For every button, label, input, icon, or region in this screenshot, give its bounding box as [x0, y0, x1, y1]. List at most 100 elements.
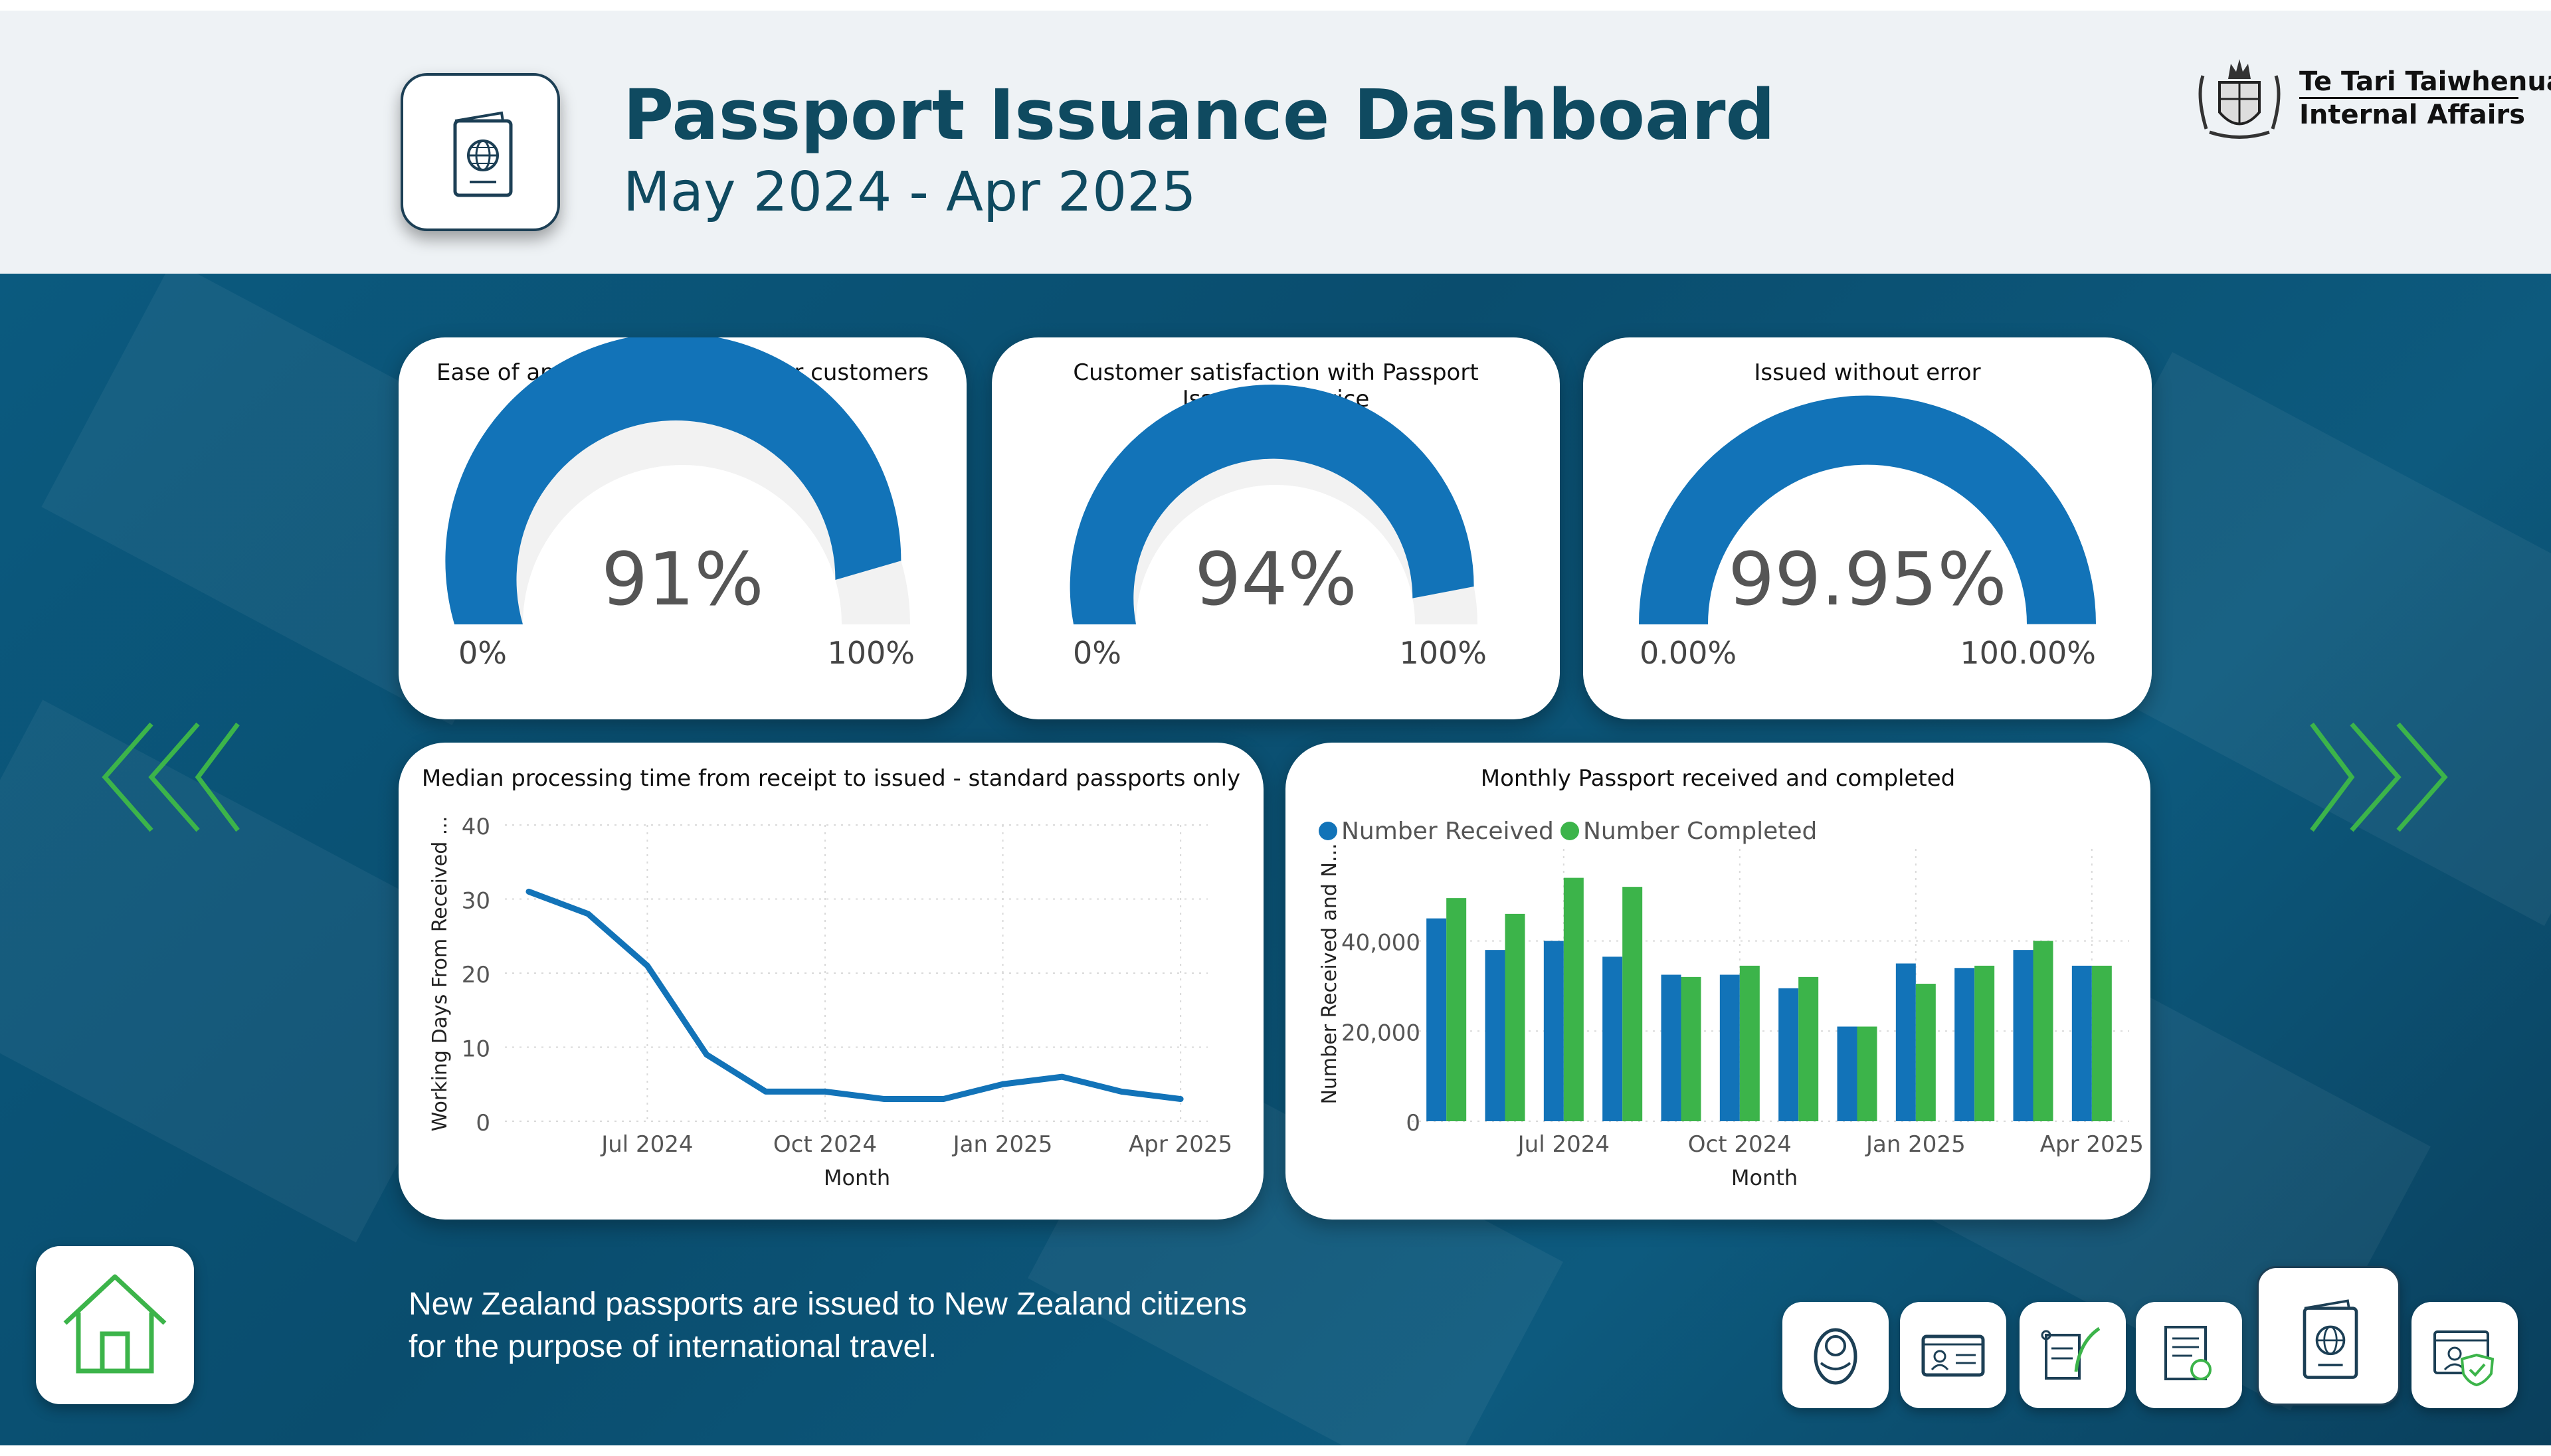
x-tick-label: Jan 2025 — [952, 1131, 1053, 1158]
page-title: Passport Issuance Dashboard — [623, 74, 1775, 155]
data-point — [765, 1091, 767, 1093]
chart-title: Monthly Passport received and completed — [1480, 765, 1956, 792]
data-point — [1061, 1076, 1063, 1078]
org-name-rule — [2299, 97, 2518, 99]
nav-button-identity[interactable] — [1900, 1302, 2006, 1408]
monthly-volume-bar-chart: 0 20,000 40,000 Jul 2024 Oct 2024 Jan 2025 Apr… — [1318, 818, 2144, 1190]
gauge-arc — [1070, 385, 1477, 624]
x-tick-label: Apr 2025 — [1129, 1131, 1232, 1158]
home-button[interactable] — [36, 1246, 194, 1404]
gauge-card-ease: Ease of applying for Passport for custom… — [399, 337, 967, 719]
y-tick-label: 30 — [462, 888, 490, 915]
x-axis-label: Month — [824, 1165, 890, 1190]
y-axis-label: Number Received and N... — [1318, 843, 1341, 1104]
gauge-min-label: 0% — [458, 635, 507, 671]
gauge-arc — [445, 337, 910, 624]
chart-title: Median processing time from receipt to i… — [421, 765, 1241, 792]
gauge-value: 99.95% — [1728, 537, 2007, 622]
bar-completed — [1505, 913, 1525, 1121]
bar-completed — [1915, 984, 1936, 1121]
id-card-icon — [1921, 1334, 1985, 1377]
processing-time-line-chart: 0 10 20 30 40 Jul 2024 Oct 2024 Jan 2025 Apr 202… — [428, 814, 1232, 1190]
y-tick-label: 40,000 — [1341, 930, 1420, 956]
passport-logo-tile — [401, 73, 560, 231]
org-name-english: Internal Affairs — [2299, 100, 2526, 130]
bar-received — [1954, 968, 1975, 1121]
nav-button-documents[interactable] — [2020, 1302, 2126, 1408]
gauge-max-label: 100% — [1399, 635, 1487, 671]
x-tick-label: Apr 2025 — [2040, 1131, 2144, 1158]
gauge-value: 94% — [1194, 537, 1357, 622]
nav-button-certificates[interactable] — [2136, 1302, 2242, 1408]
certificate-icon — [2164, 1326, 2212, 1380]
bar-completed — [1446, 898, 1467, 1121]
date-range-subtitle: May 2024 - Apr 2025 — [623, 161, 1196, 224]
y-tick-label: 20,000 — [1341, 1020, 1420, 1046]
scroll-quill-icon — [2041, 1326, 2101, 1380]
data-point — [1002, 1083, 1004, 1085]
passport-icon — [453, 111, 513, 197]
bar-received — [1602, 956, 1623, 1121]
data-point — [1180, 1098, 1182, 1100]
x-axis-label: Month — [1731, 1165, 1798, 1190]
y-tick-label: 0 — [476, 1110, 490, 1137]
y-tick-label: 0 — [1406, 1110, 1420, 1137]
gauge-card-error-free: Issued without error 99.95% 0.00% 100.00… — [1583, 337, 2152, 719]
bar-completed — [2091, 965, 2112, 1121]
gauge-min-label: 0.00% — [1640, 635, 1737, 671]
x-tick-label: Jul 2024 — [600, 1131, 693, 1158]
bottom-strip — [0, 1445, 2551, 1456]
top-strip — [0, 0, 2551, 11]
header: Passport Issuance Dashboard May 2024 - A… — [0, 11, 2551, 274]
nav-button-birth[interactable] — [1782, 1302, 1889, 1408]
data-point — [646, 964, 648, 966]
bar-received — [1543, 941, 1564, 1121]
bar-received — [1426, 918, 1447, 1121]
y-axis-label: Working Days From Received ... — [428, 816, 452, 1132]
coat-of-arms-icon — [2198, 59, 2281, 139]
data-point — [528, 891, 529, 893]
bar-completed — [1563, 877, 1584, 1121]
bar-completed — [2033, 941, 2053, 1121]
bar-completed — [1622, 887, 1643, 1121]
baby-icon — [1814, 1328, 1857, 1385]
nav-button-passport[interactable] — [2257, 1266, 2400, 1406]
gauge-title: Issued without error — [1754, 359, 1981, 386]
data-point — [824, 1091, 826, 1093]
bar-received — [2013, 950, 2033, 1121]
gauge-max-label: 100.00% — [1960, 635, 2096, 671]
x-tick-label: Oct 2024 — [773, 1131, 877, 1158]
passport-description: New Zealand passports are issued to New … — [409, 1283, 1339, 1368]
data-point — [884, 1098, 886, 1100]
data-point — [706, 1053, 708, 1055]
y-tick-label: 40 — [462, 814, 490, 840]
bar-completed — [1739, 965, 1760, 1121]
x-tick-label: Oct 2024 — [1688, 1131, 1792, 1158]
chevrons-left-icon[interactable] — [98, 717, 244, 837]
processing-time-line — [525, 888, 1184, 1103]
gauge-card-satisfaction: Customer satisfaction with Passport Issu… — [992, 337, 1560, 719]
chevrons-right-icon[interactable] — [2305, 717, 2451, 837]
bar-completed — [1974, 965, 1995, 1121]
y-tick-label: 20 — [462, 962, 490, 988]
bar-completed — [1798, 976, 1819, 1121]
bar-received — [1719, 974, 1740, 1121]
gauge-max-label: 100% — [827, 635, 915, 671]
gauge-min-label: 0% — [1073, 635, 1121, 671]
y-tick-label: 10 — [462, 1036, 490, 1063]
description-line: New Zealand passports are issued to New … — [409, 1287, 1247, 1322]
bar-received — [1661, 974, 1681, 1121]
bar-completed — [1681, 976, 1701, 1121]
nav-button-online-identity[interactable] — [2411, 1302, 2518, 1408]
processing-time-chart-card: Median processing time from receipt to i… — [399, 743, 1264, 1220]
legend-label: Number Completed — [1583, 818, 1817, 845]
bar-received — [2071, 965, 2092, 1121]
data-point — [1120, 1091, 1122, 1093]
bar-received — [1895, 963, 1916, 1121]
x-tick-label: Jul 2024 — [1517, 1131, 1610, 1158]
description-line: for the purpose of international travel. — [409, 1329, 937, 1364]
bar-received — [1778, 988, 1799, 1121]
legend-marker — [1319, 822, 1337, 840]
legend-label: Number Received — [1341, 818, 1554, 845]
online-identity-icon — [2433, 1330, 2495, 1387]
